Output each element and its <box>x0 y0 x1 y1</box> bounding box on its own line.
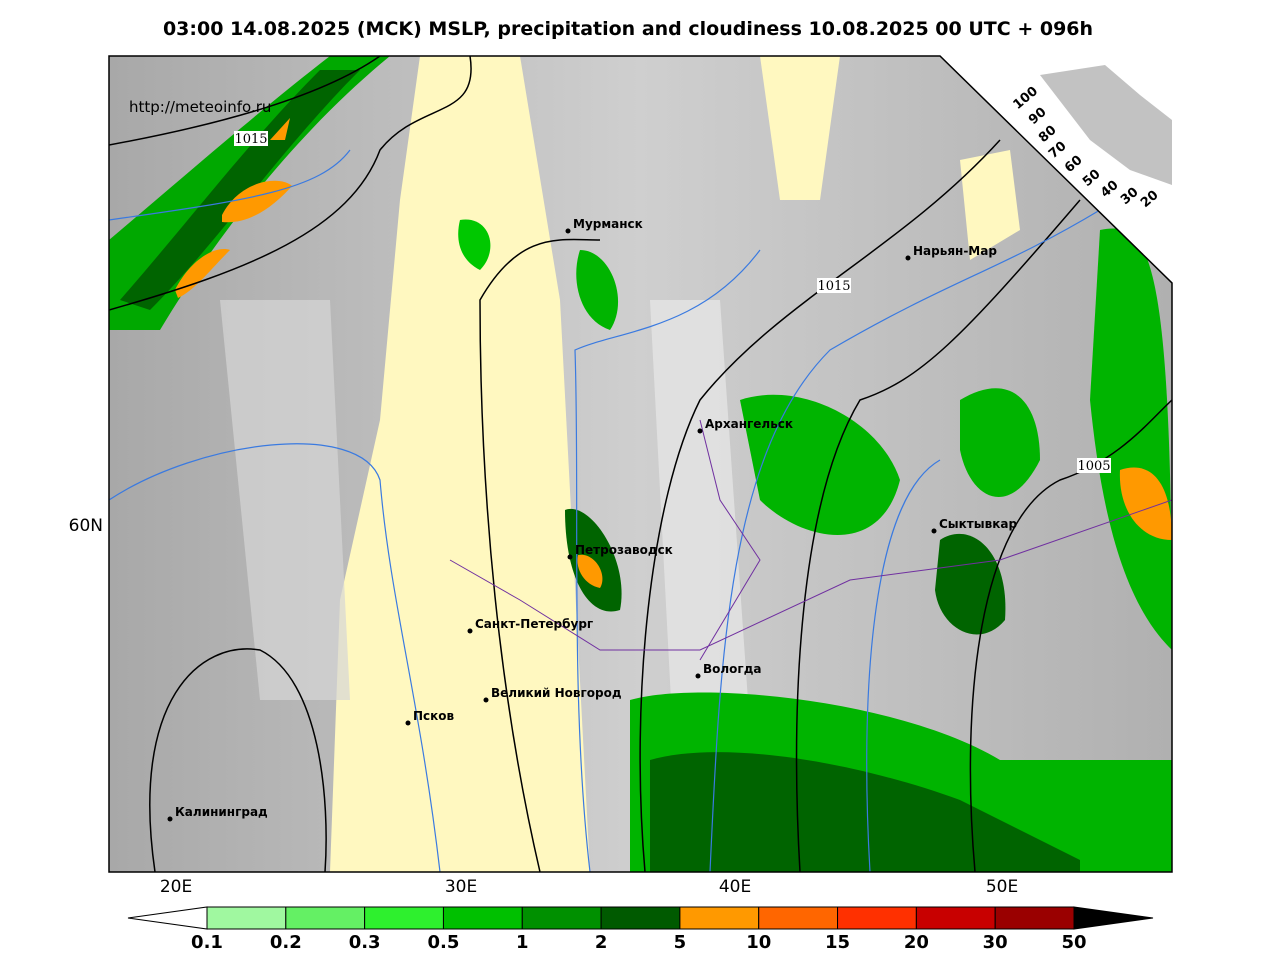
city-label: Калининград <box>175 805 268 819</box>
isobar <box>795 199 1081 872</box>
colorbar-segment <box>837 906 917 930</box>
cloud-scale-label: 90 <box>1026 105 1050 128</box>
isotherm <box>866 459 941 872</box>
city-label: Сыктывкар <box>939 517 1017 531</box>
colorbar-label: 10 <box>746 932 771 953</box>
city-label: Архангельск <box>705 417 793 431</box>
colorbar-segment <box>758 906 839 930</box>
isobar <box>969 399 1172 872</box>
cloud-scale-label: 50 <box>1080 167 1104 190</box>
isobar-label: 1015 <box>234 132 267 147</box>
isobar-label: 1005 <box>1077 459 1110 474</box>
colorbar-label: 1 <box>516 932 529 953</box>
colorbar-segment <box>994 906 1075 930</box>
city-label: Мурманск <box>573 217 643 231</box>
clear-sky <box>330 56 590 872</box>
city-label: Петрозаводск <box>575 543 673 557</box>
colorbar-label: 0.5 <box>428 932 460 953</box>
city-dot <box>467 628 473 634</box>
precip-area <box>577 554 603 588</box>
isotherm <box>109 149 351 221</box>
border <box>699 419 761 661</box>
isotherm <box>574 249 761 872</box>
cloud-scale-label: 20 <box>1138 188 1162 211</box>
colorbar-segment <box>442 906 523 930</box>
colorbar-label: 20 <box>904 932 929 953</box>
colorbar-segment <box>600 906 681 930</box>
colorbar-segment <box>679 906 760 930</box>
colorbar-label: 50 <box>1061 932 1086 953</box>
lon-label: 20E <box>160 877 192 897</box>
isotherm <box>709 209 1101 872</box>
city-label: Санкт-Петербург <box>475 617 593 631</box>
isobar <box>639 139 1001 872</box>
city-label: Великий Новгород <box>491 686 622 700</box>
city-dot <box>483 697 489 703</box>
city-dot <box>931 528 937 534</box>
isobar <box>109 56 472 311</box>
isobar-label-box <box>1077 458 1111 473</box>
city-dot <box>167 816 173 822</box>
map-area <box>109 56 1172 872</box>
city-dot <box>565 228 571 234</box>
colorbar-label: 15 <box>825 932 850 953</box>
cloud-band <box>220 300 350 700</box>
isobar-label-box <box>234 131 268 146</box>
colorbar-label: 0.3 <box>349 932 381 953</box>
precip-area <box>458 219 491 270</box>
precip-area <box>1119 467 1172 540</box>
city-dot <box>695 673 701 679</box>
colorbar-segment <box>364 906 444 930</box>
isotherm <box>109 443 441 872</box>
lon-label: 30E <box>445 877 477 897</box>
precip-area <box>960 388 1040 498</box>
precip-area <box>270 118 290 140</box>
lon-label: 40E <box>719 877 751 897</box>
isobar-label: 1015 <box>817 279 850 294</box>
precip-area <box>120 70 360 310</box>
colorbar-label: 30 <box>983 932 1008 953</box>
precip-area <box>740 394 900 535</box>
map-frame <box>108 55 1173 873</box>
clear-sky <box>760 56 840 200</box>
colorbar-label: 0.2 <box>270 932 302 953</box>
city-dot <box>567 554 573 560</box>
isobar <box>479 238 601 872</box>
city-dot <box>697 428 703 434</box>
city-dot <box>405 720 411 726</box>
colorbar-segment <box>285 906 366 930</box>
source-url: http://meteoinfo.ru <box>129 98 271 116</box>
colorbar-high-end <box>1073 906 1154 930</box>
colorbar-segment <box>206 906 287 930</box>
colorbar-label: 2 <box>595 932 608 953</box>
precip-area <box>935 533 1006 635</box>
cloud-scale-label: 30 <box>1118 185 1142 208</box>
colorbar-label: 5 <box>674 932 687 953</box>
city-label: Псков <box>413 709 455 723</box>
lon-label: 50E <box>986 877 1018 897</box>
colorbar-low-end <box>127 906 208 930</box>
city-label: Вологда <box>703 662 761 676</box>
city-dot <box>905 255 911 261</box>
cloud-scale-fan <box>1040 65 1172 185</box>
border <box>449 499 1172 651</box>
colorbar-label: 0.1 <box>191 932 223 953</box>
map-title: 03:00 14.08.2025 (MCK) MSLP, precipitati… <box>163 18 1093 40</box>
isobar <box>149 648 327 872</box>
precip-area <box>576 250 619 330</box>
city-label: Нарьян-Мар <box>913 244 997 258</box>
colorbar-segment <box>521 906 602 930</box>
isobar-label-box <box>817 278 851 293</box>
colorbar-segment <box>915 906 996 930</box>
cloud-scale-label: 60 <box>1062 153 1086 176</box>
isobar <box>109 56 381 146</box>
clear-sky <box>960 150 1020 260</box>
lat-label: 60N <box>69 516 103 536</box>
cloud-scale <box>1040 65 1172 185</box>
